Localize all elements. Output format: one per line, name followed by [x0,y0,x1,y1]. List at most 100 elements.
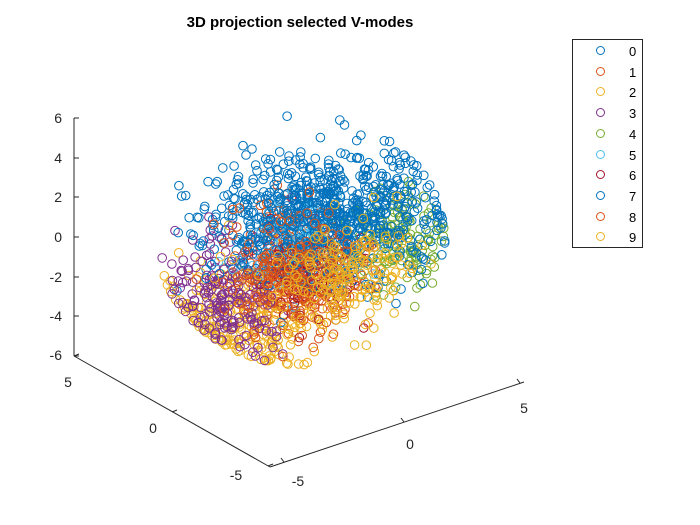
z-tick-label: -4 [50,308,63,324]
data-point [328,300,338,310]
data-point [216,290,227,301]
data-point [232,272,243,282]
data-point [334,165,345,175]
data-point [252,245,263,255]
data-point [286,227,297,237]
data-point [250,160,261,170]
data-point [363,157,374,168]
data-point [380,231,391,241]
data-point [301,236,311,247]
data-point [228,322,238,332]
data-point [241,209,251,220]
data-point [335,290,346,301]
data-point [344,281,355,291]
data-point [304,187,315,197]
data-point [240,191,251,201]
data-point [375,265,386,275]
data-point [199,311,210,322]
data-point [357,226,368,237]
data-point [242,244,253,254]
data-point [333,186,344,196]
legend-entry-3[interactable]: 3 [573,104,642,124]
data-point [386,178,397,189]
data-point [296,313,306,324]
data-point [248,301,258,311]
legend-entry-8[interactable]: 8 [573,208,642,228]
data-point [173,248,184,258]
data-point [278,159,289,169]
legend-entry-7[interactable]: 7 [573,187,642,207]
data-point [283,359,293,369]
data-point [252,166,262,176]
data-point [259,355,270,366]
data-point [186,229,196,239]
data-point [432,209,443,220]
legend-entry-6[interactable]: 6 [573,166,642,186]
x-axis-line [269,381,525,468]
data-point [301,321,312,332]
data-point [327,254,337,265]
data-point [313,209,324,220]
data-point [271,218,282,228]
data-point [307,312,317,322]
data-point [431,205,442,216]
data-point [212,176,222,187]
data-point [295,152,306,162]
data-point [301,172,311,182]
data-point [216,203,227,214]
legend[interactable]: 0 1 2 3 4 5 6 7 8 9 [572,39,643,248]
legend-entry-1[interactable]: 1 [573,63,642,83]
legend-label: 3 [629,106,637,122]
data-point [211,209,221,220]
chart-title: 3D projection selected V-modes [186,14,414,31]
data-point [335,115,345,125]
data-point [329,263,340,274]
data-point [389,148,399,158]
data-point [340,149,351,159]
legend-label: 8 [629,209,637,225]
data-point [382,238,393,249]
data-point [399,173,409,183]
data-point [323,292,334,303]
data-point [198,236,209,246]
legend-entry-9[interactable]: 9 [573,228,642,248]
data-point [306,210,317,220]
data-point [276,270,286,281]
data-point [263,278,273,289]
data-point [282,276,292,287]
data-point [334,230,345,240]
data-point [384,229,394,239]
data-point [419,219,429,229]
data-point [235,341,245,352]
legend-entry-0[interactable]: 0 [573,42,642,62]
data-point [201,250,212,261]
data-point [287,319,298,329]
data-point [274,147,285,157]
data-point [263,198,274,209]
data-point [253,346,263,356]
data-point [296,272,307,283]
data-point [262,190,272,201]
data-point [379,148,390,159]
data-point [331,242,342,252]
data-point [282,168,293,179]
y-tick-mark [73,353,80,357]
legend-circle-icon [596,46,605,55]
data-point [272,191,283,202]
data-point [206,303,216,313]
legend-entry-5[interactable]: 5 [573,146,642,166]
data-point [330,218,341,228]
data-point [310,312,320,322]
data-point [250,351,261,361]
data-point [201,292,212,303]
legend-entry-2[interactable]: 2 [573,83,642,103]
data-point [313,230,323,241]
legend-entry-4[interactable]: 4 [573,125,642,145]
data-point [309,346,320,357]
data-point [337,290,347,300]
data-point [235,345,245,356]
data-point [315,132,326,143]
data-point [287,334,298,344]
data-point [305,300,315,311]
data-point [351,135,362,146]
